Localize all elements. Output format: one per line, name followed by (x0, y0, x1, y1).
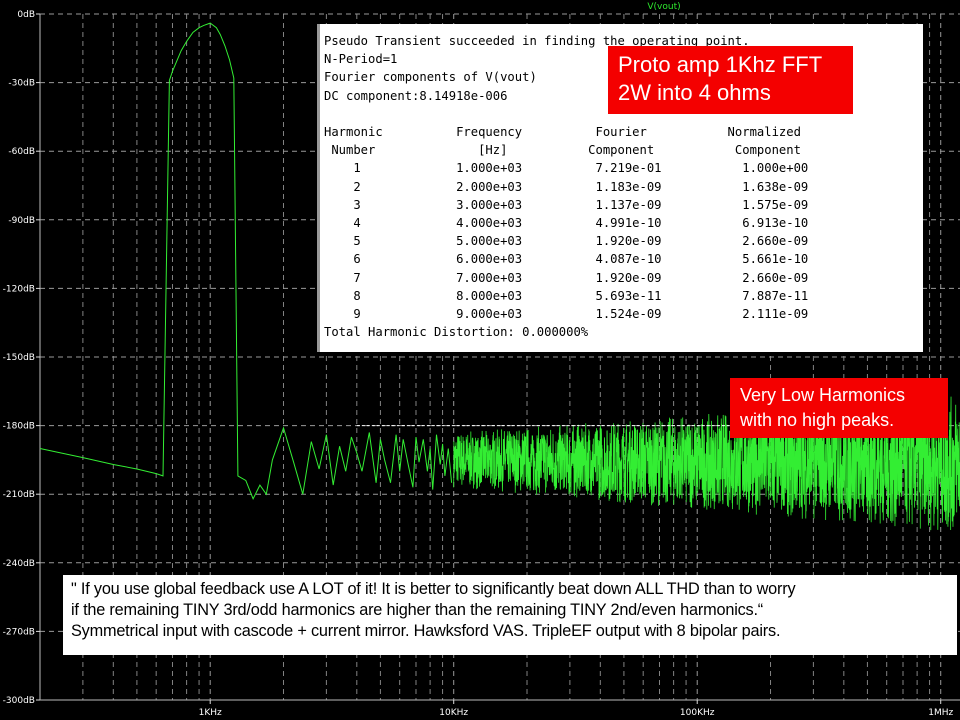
x-axis-ticks: 1KHz 10KHz 100KHz 1MHz (199, 700, 953, 718)
y-tick-label: -210dB (3, 490, 35, 500)
x-tick-label: 10KHz (439, 708, 468, 718)
series-line-vout (39, 22, 453, 501)
y-tick-label: -120dB (3, 284, 35, 294)
spice-fourier-output: Pseudo Transient succeeded in finding th… (317, 24, 923, 352)
spice-line: 5 5.000e+03 1.920e-09 2.660e-09 (353, 234, 809, 249)
spice-line: Number [Hz] Component Component (331, 143, 801, 158)
y-tick-label: -90dB (8, 216, 35, 226)
y-tick-label: -270dB (3, 627, 35, 637)
spice-line: 9 9.000e+03 1.524e-09 2.111e-09 (353, 307, 809, 322)
y-axis-ticks: 0dB -30dB -60dB -90dB -120dB -150dB -180dB -210… (3, 10, 40, 706)
spice-line: N-Period=1 (324, 52, 398, 67)
quote-box: " If you use global feedback use A LOT o… (63, 575, 957, 655)
quote-line3: Symmetrical input with cascode + current… (71, 622, 781, 640)
y-tick-label: -300dB (3, 696, 35, 706)
y-tick-label: -60dB (8, 147, 35, 157)
spice-line: Total Harmonic Distortion: 0.000000% (324, 325, 589, 340)
y-tick-label: -180dB (3, 422, 35, 432)
spice-line: 7 7.000e+03 1.920e-09 2.660e-09 (353, 270, 809, 285)
noise-floor-trace (453, 396, 960, 531)
callout-low-harmonics-line1: Very Low Harmonics (740, 385, 906, 405)
spice-line: Fourier components of V(vout) (324, 70, 537, 85)
y-tick-label: -150dB (3, 353, 35, 363)
y-tick-label: 0dB (17, 10, 35, 20)
spice-output-text: Pseudo Transient succeeded in finding th… (320, 24, 923, 341)
noise-floor-band (453, 396, 960, 531)
spice-line: 3 3.000e+03 1.137e-09 1.575e-09 (353, 197, 809, 212)
x-tick-label: 1KHz (199, 708, 222, 718)
x-tick-label: 1MHz (928, 708, 953, 718)
callout-proto-amp-line1: Proto amp 1Khz FFT (618, 52, 823, 77)
y-tick-label: -30dB (8, 79, 35, 89)
x-tick-label: 100KHz (680, 708, 715, 718)
quote-line2: if the remaining TINY 3rd/odd harmonics … (71, 601, 764, 619)
spice-line: 2 2.000e+03 1.183e-09 1.638e-09 (353, 179, 809, 194)
spice-line: 6 6.000e+03 4.087e-10 5.661e-10 (353, 252, 809, 267)
spice-line: Harmonic Frequency Fourier Normalized (324, 125, 801, 140)
spice-line: Pseudo Transient succeeded in finding th… (324, 34, 750, 48)
callout-low-harmonics-line2: with no high peaks. (740, 410, 895, 430)
callout-proto-amp: Proto amp 1Khz FFT 2W into 4 ohms (608, 46, 853, 114)
spice-line: 1 1.000e+03 7.219e-01 1.000e+00 (353, 161, 809, 176)
callout-low-harmonics: Very Low Harmonics with no high peaks. (730, 378, 948, 438)
spice-line: 4 4.000e+03 4.991e-10 6.913e-10 (353, 216, 809, 231)
y-tick-label: -240dB (3, 559, 35, 569)
chart-title: V(vout) (647, 2, 680, 12)
callout-proto-amp-line2: 2W into 4 ohms (618, 80, 771, 105)
spice-line: DC component:8.14918e-006 (324, 88, 508, 103)
quote-line1: " If you use global feedback use A LOT o… (71, 580, 796, 598)
spice-line: 8 8.000e+03 5.693e-11 7.887e-11 (353, 288, 809, 303)
